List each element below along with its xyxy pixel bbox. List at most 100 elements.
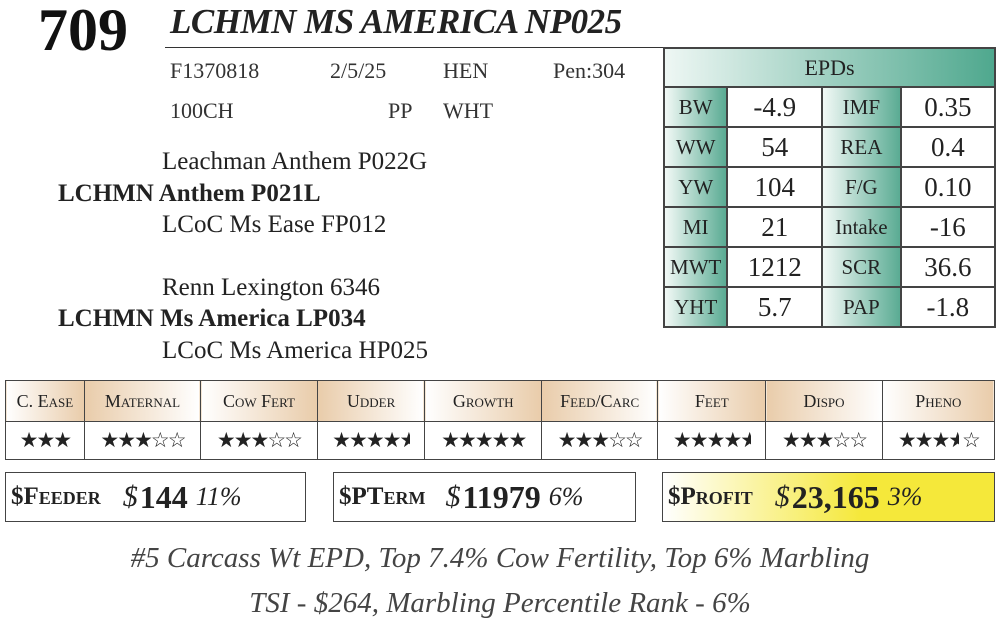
pterm-value: 11979 [462,478,541,515]
star-full-icon: ★ [897,428,917,452]
feeder-value: 144 [139,478,188,515]
trait-star-rating: ★★★★★ [424,421,542,460]
registration-number: F1370818 [170,58,260,83]
epd-label: MI [662,206,729,248]
star-full-icon: ★ [474,428,494,452]
birth-date: 2/5/25 [330,58,387,83]
trait-header: Maternal [83,380,202,422]
feeder-currency: $ [122,480,138,513]
trait-header: Dispo [765,380,883,422]
note-line-2: TSI - $264, Marbling Percentile Rank - 6… [249,587,751,619]
feeder-index-box: $Feeder $ 144 11% [5,472,306,522]
epd-row: BW -4.9 IMF 0.35 [662,86,997,128]
trait-star-rating: ★★★☆☆ [765,421,883,460]
epd-label: WW [662,126,729,168]
star-full-icon: ★ [134,428,153,452]
star-full-icon: ★ [672,428,692,452]
profit-index-box: $Profit $ 23,165 3% [662,472,995,522]
trait-star-rating: ★★★☆☆ [83,421,202,460]
feeder-label: $Feeder [11,483,101,510]
lot-number: 709 [38,0,128,63]
breed: 100CH [170,98,234,123]
star-empty-icon: ☆ [267,428,286,452]
star-full-icon: ★ [19,428,39,452]
star-full-icon: ★ [931,428,950,452]
epd-row: YW 104 F/G 0.10 [662,166,997,208]
sire: LCHMN Anthem P021L [58,180,321,207]
epd-value: 21 [726,206,824,248]
epd-value: -4.9 [726,86,824,128]
star-full-icon: ★ [557,428,577,452]
star-full-icon: ★ [382,428,402,452]
trait-header: Growth [424,380,542,422]
sire-dam: LCoC Ms Ease FP012 [162,211,387,238]
trait-star-rating: ★★★☆☆ [200,421,318,460]
star-empty-icon: ☆ [608,428,627,452]
trait-header: Cow Fert [200,380,318,422]
dam-sire: Renn Lexington 6346 [162,274,381,301]
divider [165,47,663,48]
sex: HEN [443,58,489,83]
star-empty-icon: ☆ [962,428,981,452]
trait-ratings-table: C. Ease Maternal Cow Fert Udder Growth Feed/C… [5,380,996,460]
epd-value: -1.8 [899,286,997,328]
epd-value: -16 [899,206,997,248]
star-full-icon: ★ [689,428,709,452]
epd-label: MWT [662,246,729,288]
star-full-icon: ★ [491,428,511,452]
star-full-icon: ★ [216,428,236,452]
star-full-icon: ★ [117,428,136,452]
star-full-icon: ★ [706,428,726,452]
trait-header: Udder [316,380,426,422]
epd-title: EPDs [663,47,996,88]
dam-dam: LCoC Ms America HP025 [162,337,428,364]
star-full-icon: ★ [508,428,527,452]
star-full-icon: ★ [574,428,593,452]
star-full-icon: ★ [798,428,818,452]
epd-label: BW [662,86,729,128]
star-half-icon: ★ [740,428,751,452]
pterm-currency: $ [445,480,461,513]
star-full-icon: ★ [457,428,477,452]
star-full-icon: ★ [100,428,119,452]
trait-star-rating: ★★★★★ [316,421,426,460]
trait-header: Feed/Carc [540,380,659,422]
star-full-icon: ★ [233,428,253,452]
profit-currency: $ [774,480,790,513]
color: WHT [443,98,494,123]
epd-label: IMF [821,86,902,128]
trait-header: C. Ease [5,380,85,422]
star-full-icon: ★ [36,428,55,452]
star-full-icon: ★ [250,428,270,452]
star-empty-icon: ☆ [284,428,303,452]
pen: Pen:304 [553,58,626,83]
epd-label: YHT [662,286,729,328]
star-empty-icon: ☆ [624,428,644,452]
epd-label: YW [662,166,729,208]
sire-sire: Leachman Anthem P022G [162,148,428,175]
epd-value: 54 [726,126,824,168]
profit-percent: 3% [887,482,923,511]
animal-name: LCHMN MS AMERICA NP025 [170,2,622,41]
epd-table: EPDs BW -4.9 IMF 0.35 WW 54 REA 0.4 YW 104 F/G 0.10… [662,47,997,328]
star-empty-icon: ☆ [832,428,851,452]
star-full-icon: ★ [365,428,385,452]
epd-label: F/G [821,166,902,208]
star-empty-icon: ☆ [167,428,187,452]
pterm-label: $PTerm [339,483,426,510]
epd-value: 104 [726,166,824,208]
epd-value: 5.7 [726,286,824,328]
star-full-icon: ★ [441,428,460,452]
epd-value: 1212 [726,246,824,288]
star-full-icon: ★ [591,428,610,452]
pterm-index-box: $PTerm $ 11979 6% [333,472,636,522]
epd-label: SCR [821,246,902,288]
star-empty-icon: ☆ [150,428,170,452]
epd-value: 36.6 [899,246,997,288]
star-half-icon: ★ [948,428,959,452]
profit-value: 23,165 [791,478,880,515]
trait-header: Feet [657,380,767,422]
epd-value: 0.10 [899,166,997,208]
star-full-icon: ★ [914,428,934,452]
star-full-icon: ★ [723,428,742,452]
